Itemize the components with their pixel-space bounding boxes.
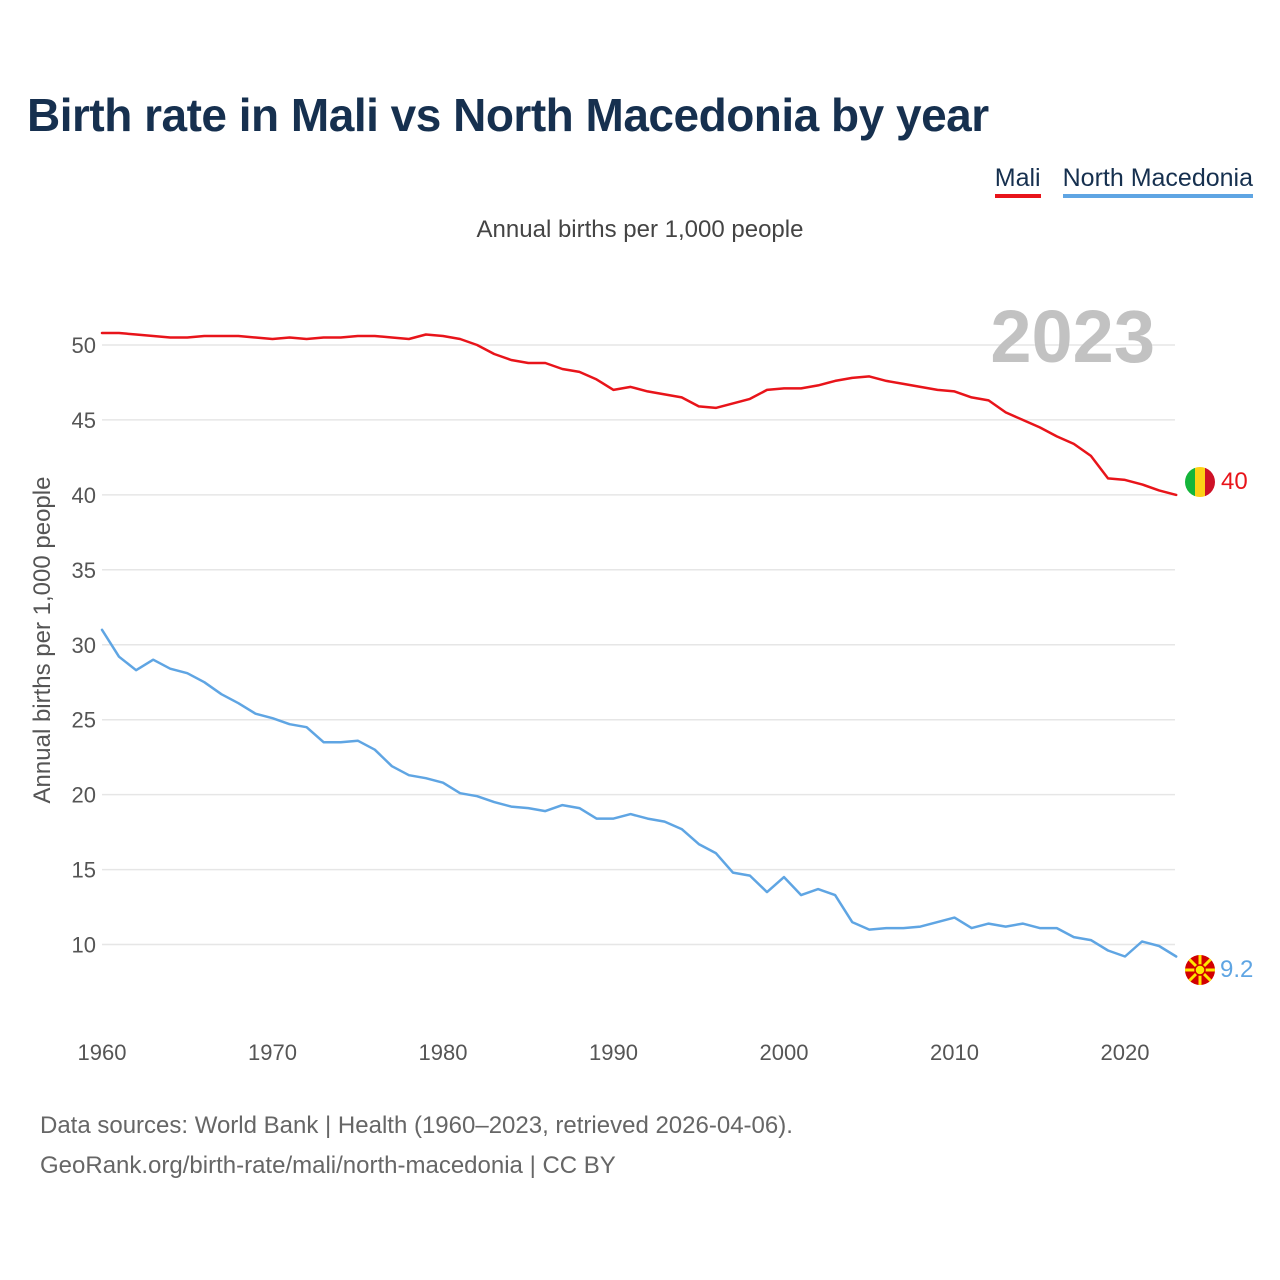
legend-item-mali[interactable]: Mali <box>994 164 1041 198</box>
y-axis: 10 15 20 25 30 35 40 45 50 <box>72 333 96 958</box>
x-tick-label-1980: 1980 <box>419 1040 468 1065</box>
x-tick-label-2000: 2000 <box>760 1040 809 1065</box>
legend-item-north-macedonia[interactable]: North Macedonia <box>1062 164 1253 198</box>
y-tick-label-40: 40 <box>72 483 96 508</box>
series-lines <box>100 331 1178 958</box>
series-line-north-macedonia <box>100 628 1178 958</box>
y-tick-label-35: 35 <box>72 558 96 583</box>
y-axis-label: Annual births per 1,000 people <box>29 477 56 804</box>
x-tick-label-1970: 1970 <box>248 1040 297 1065</box>
end-label-mali: 40 <box>1221 468 1248 495</box>
y-tick-label-15: 15 <box>72 858 96 883</box>
mali-flag-icon <box>1185 467 1215 497</box>
page-title: Birth rate in Mali vs North Macedonia by… <box>27 89 989 141</box>
end-label-north-macedonia: 9.2 <box>1220 956 1253 983</box>
gridlines <box>102 344 1175 946</box>
x-tick-label-2010: 2010 <box>930 1040 979 1065</box>
x-tick-label-1990: 1990 <box>589 1040 638 1065</box>
y-tick-label-10: 10 <box>72 933 96 958</box>
y-tick-label-20: 20 <box>72 783 96 808</box>
footer: Data sources: World Bank | Health (1960–… <box>40 1106 793 1186</box>
year-watermark: 2023 <box>990 295 1155 378</box>
source-url: GeoRank.org/birth-rate/mali/north-macedo… <box>40 1152 616 1179</box>
x-tick-label-1960: 1960 <box>78 1040 127 1065</box>
line-chart: 10 15 20 25 30 35 40 45 50 1960 1970 1980 1990 2000 2… <box>29 295 1253 1065</box>
chart-subtitle: Annual births per 1,000 people <box>476 216 804 243</box>
x-axis: 1960 1970 1980 1990 2000 2010 2020 <box>78 1040 1150 1065</box>
north-macedonia-flag-icon <box>1185 955 1215 985</box>
y-tick-label-50: 50 <box>72 333 96 358</box>
y-tick-label-25: 25 <box>72 708 96 733</box>
legend: Mali North Macedonia <box>994 164 1253 198</box>
y-tick-label-30: 30 <box>72 633 96 658</box>
x-tick-label-2020: 2020 <box>1101 1040 1150 1065</box>
series-line-mali <box>100 331 1178 497</box>
y-tick-label-45: 45 <box>72 408 96 433</box>
data-source-note: Data sources: World Bank | Health (1960–… <box>40 1112 793 1139</box>
